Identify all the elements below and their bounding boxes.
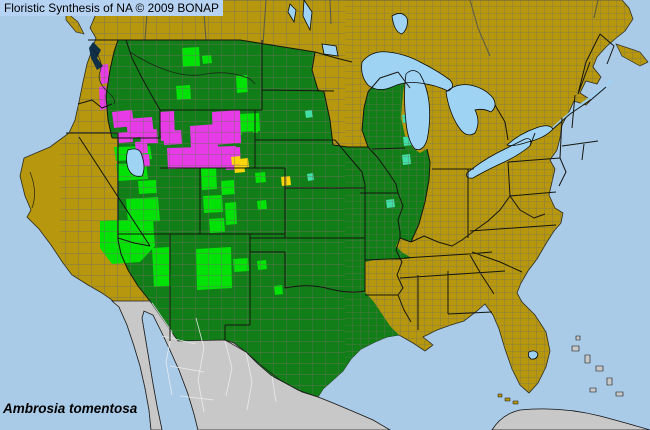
bahamas-islands (571, 335, 624, 397)
province-border-lines (144, 0, 599, 57)
mexico-state-lines (151, 302, 277, 413)
title-bar (0, 0, 223, 16)
state-border-lines (66, 33, 615, 341)
florida-keys (497, 393, 519, 405)
river-lines (29, 49, 319, 398)
cuba (491, 408, 650, 430)
mexico-region (110, 300, 391, 430)
species-label: Ambrosia tomentosa (2, 401, 138, 416)
st-lawrence-river (552, 79, 613, 129)
puget-sound-water (89, 42, 103, 70)
map-title: Floristic Synthesis of NA © 2009 BONAP (4, 2, 219, 15)
